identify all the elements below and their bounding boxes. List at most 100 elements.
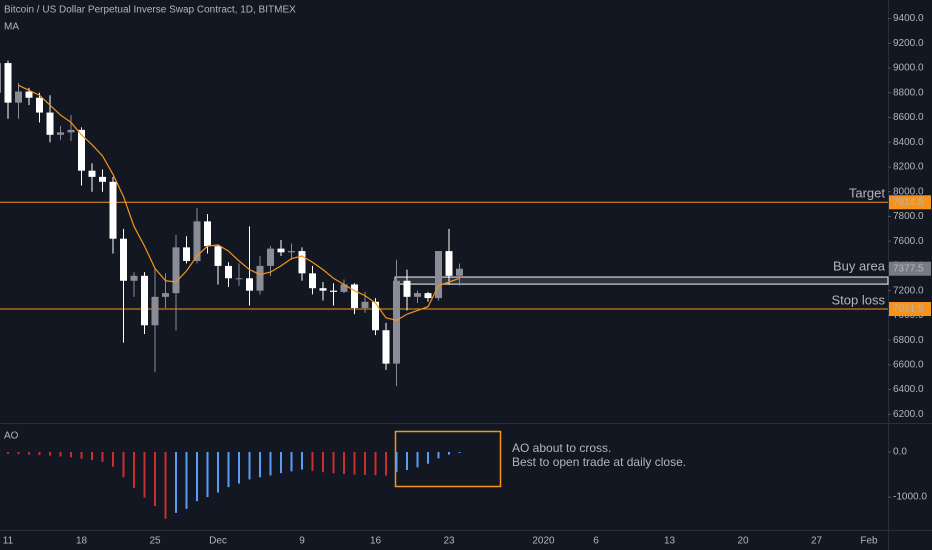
ao-bar — [217, 451, 219, 493]
candle-body — [36, 97, 43, 113]
ao-bar — [427, 451, 429, 464]
y-tick-label: 6600.0 — [893, 360, 924, 371]
last-price-label: 7377.5 — [893, 263, 924, 274]
y-tick-label: 7800.0 — [893, 211, 924, 222]
price-tag-label: 7051.5 — [893, 304, 924, 315]
candle-body — [372, 301, 379, 331]
ao-bar — [374, 451, 377, 476]
y-tick-label: 8600.0 — [893, 112, 924, 123]
ao-bar — [196, 451, 198, 502]
legend-entry: MA — [4, 22, 19, 33]
price-line-label: Target — [849, 186, 886, 201]
candle-body — [393, 280, 400, 364]
candle-body — [382, 330, 390, 364]
x-tick-label: 20 — [737, 536, 749, 547]
indicator-title: AO — [4, 431, 19, 442]
x-tick-label: 2020 — [532, 536, 555, 547]
candle-body — [204, 221, 211, 247]
ao-bar — [164, 451, 167, 519]
candle-body — [88, 170, 96, 177]
last-price-tag — [889, 261, 931, 276]
ao-bar — [175, 451, 177, 513]
ao-bar — [17, 451, 20, 455]
candle-body — [162, 293, 169, 297]
ao-bar — [311, 451, 314, 471]
y-tick-label: 6200.0 — [893, 409, 924, 420]
y-tick-label: 8400.0 — [893, 137, 924, 148]
candle-body — [330, 290, 337, 292]
y-tick-label: 7200.0 — [893, 285, 924, 296]
candle-body — [25, 91, 33, 98]
ao-bar — [28, 451, 30, 455]
ao-bar — [416, 451, 419, 468]
ao-bar — [259, 451, 261, 478]
zone-label: Buy area — [833, 258, 886, 273]
y-tick-label: 6400.0 — [893, 384, 924, 395]
ao-bar — [385, 451, 387, 476]
y-tick-label: 7600.0 — [893, 236, 924, 247]
ao-bar — [70, 451, 72, 458]
candle-body — [193, 221, 201, 261]
candle-body — [424, 293, 432, 299]
y-tick-label: 9000.0 — [893, 63, 924, 74]
zone — [394, 276, 889, 285]
x-tick-label: 6 — [593, 536, 599, 547]
y-tick-label: 9200.0 — [893, 38, 924, 49]
ma-line — [18, 84, 460, 321]
candle-body — [214, 246, 222, 266]
ao-bar — [227, 451, 230, 488]
candle-body — [403, 280, 411, 297]
ao-bar — [80, 451, 83, 459]
ao-bar — [91, 451, 93, 461]
candle-body — [309, 273, 316, 289]
candle-body — [151, 296, 159, 326]
price-line-label: Stop loss — [832, 292, 886, 307]
x-tick-label: 25 — [149, 536, 161, 547]
candle-body — [57, 132, 64, 135]
ao-bar — [122, 451, 125, 478]
ao-bar — [448, 451, 450, 455]
y-tick-label: -1000.0 — [893, 492, 927, 503]
ao-bar — [395, 451, 398, 472]
ao-bar — [112, 451, 114, 467]
x-tick-label: 27 — [811, 536, 823, 547]
candle-body — [319, 288, 327, 291]
candle-body — [288, 251, 295, 253]
chart-title: Bitcoin / US Dollar Perpetual Inverse Sw… — [4, 5, 296, 16]
candle-body — [46, 112, 54, 135]
candle-body — [340, 284, 348, 292]
ao-bar — [238, 451, 240, 484]
ao-bar — [154, 451, 156, 507]
candle-body — [141, 275, 148, 326]
candle-body — [225, 265, 232, 279]
ao-bar — [185, 451, 188, 509]
ao-bar — [101, 451, 104, 462]
candle-body — [4, 63, 12, 103]
candle-body — [172, 247, 180, 294]
candle-body — [0, 63, 1, 93]
x-tick-label: 16 — [370, 536, 382, 547]
candle-body — [235, 278, 243, 280]
candle-body — [445, 251, 453, 276]
ao-bar — [406, 451, 408, 471]
candle-body — [120, 238, 127, 281]
candle-body — [267, 248, 274, 266]
candle-body — [78, 129, 85, 171]
candle-body — [99, 176, 106, 182]
ao-bar — [7, 451, 9, 454]
y-tick-label: 9400.0 — [893, 13, 924, 24]
ao-bar — [143, 451, 146, 498]
ao-bar — [38, 451, 41, 456]
candle-body — [351, 284, 358, 308]
candle-body — [298, 251, 306, 274]
candle-body — [256, 265, 264, 291]
candle-body — [130, 275, 138, 281]
ao-bar — [322, 451, 324, 473]
ao-bar — [332, 451, 335, 474]
ao-bar — [353, 451, 356, 475]
y-tick-label: 0.0 — [893, 447, 907, 458]
x-tick-label: 11 — [3, 536, 14, 547]
